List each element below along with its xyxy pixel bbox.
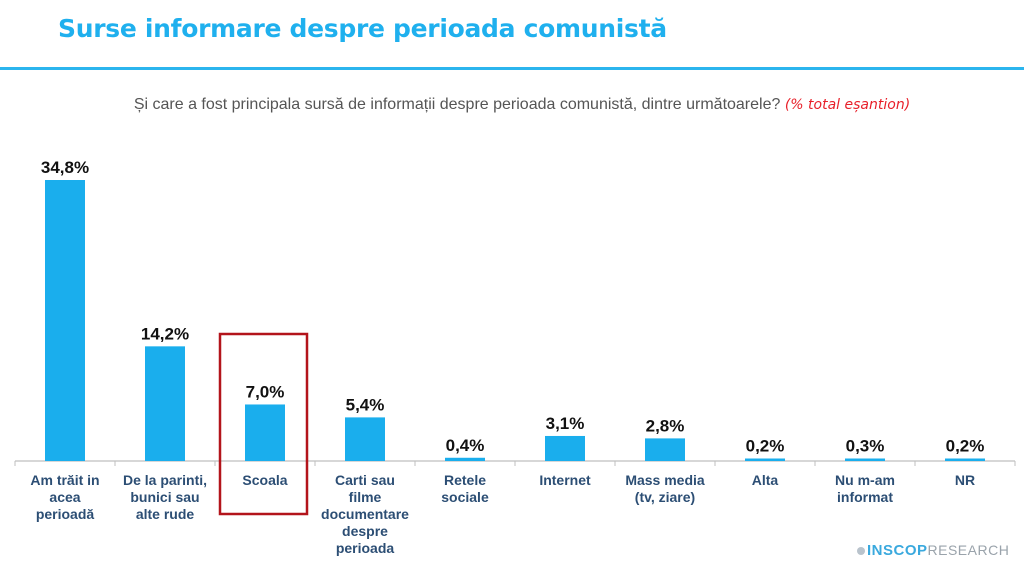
inscop-logo: INSCOPRESEARCH: [857, 542, 1009, 559]
category-label-line: Carti sau: [335, 472, 395, 488]
category-label: De la parinti, bunici sau alte rude: [123, 472, 207, 522]
category-label: Mass media (tv, ziare): [625, 472, 705, 505]
logo-mark-icon: [857, 547, 865, 556]
category-label-line: acea: [49, 489, 80, 505]
bar-7: [745, 458, 785, 461]
category-label-line: (tv, ziare): [635, 489, 695, 505]
category-label-line: perioada: [336, 540, 395, 556]
category-label-line: alte rude: [136, 506, 195, 522]
category-label-line: Nu m-am: [835, 472, 895, 488]
category-label: Am trăit in acea perioadă: [30, 472, 99, 522]
highlight-box: [218, 332, 309, 516]
category-label: Nu m-am informat: [835, 472, 895, 505]
bar-3: [345, 417, 385, 461]
category-label-line: Alta: [752, 472, 779, 488]
page-title: Surse informare despre perioada comunist…: [58, 14, 667, 43]
category-label-line: Retele: [444, 472, 486, 488]
category-label-line: despre: [342, 523, 388, 539]
logo-brand: INSCOP: [867, 542, 928, 559]
sample-note: (% total eșantion): [784, 97, 911, 113]
title-divider: [0, 67, 1024, 70]
data-label: 0,2%: [946, 437, 985, 456]
data-label: 3,1%: [546, 414, 585, 433]
question-line: Și care a fost principala sursă de infor…: [0, 96, 1024, 114]
bar-chart: 34,8% Am trăit in acea perioadă 14,2% De la p…: [14, 158, 1016, 556]
bar-2: [245, 404, 285, 461]
category-label-line: De la parinti,: [123, 472, 207, 488]
data-label: 7,0%: [246, 382, 285, 401]
category-label: Scoala: [242, 472, 287, 488]
category-label-line: NR: [955, 472, 975, 488]
data-label: 2,8%: [646, 416, 685, 435]
category-label: NR: [955, 472, 975, 488]
category-label-line: perioadă: [36, 506, 95, 522]
bar-5: [545, 435, 585, 461]
category-label-line: Am trăit in: [30, 472, 99, 488]
question-text: Și care a fost principala sursă de infor…: [133, 96, 781, 113]
category-label-line: informat: [837, 489, 893, 505]
data-label: 0,4%: [446, 436, 485, 455]
category-label-line: sociale: [441, 489, 489, 505]
category-label-line: Internet: [539, 472, 591, 488]
data-label: 5,4%: [346, 395, 385, 414]
category-label: Carti sau filme documentare despre perioada: [321, 472, 409, 556]
data-label: 0,2%: [746, 437, 785, 456]
bar-0: [45, 180, 85, 461]
data-label: 0,3%: [846, 437, 885, 456]
category-label: Retele sociale: [441, 472, 489, 505]
bar-9: [945, 458, 985, 461]
category-label-line: Scoala: [242, 472, 287, 488]
data-label: 14,2%: [141, 324, 189, 343]
category-label-line: filme: [349, 489, 382, 505]
bar-4: [445, 457, 485, 461]
data-label: 34,8%: [41, 158, 89, 177]
category-label-line: documentare: [321, 506, 409, 522]
logo-suffix: RESEARCH: [927, 542, 1010, 558]
category-label: Alta: [752, 472, 779, 488]
category-label: Internet: [539, 472, 591, 488]
category-label-line: Mass media: [625, 472, 705, 488]
bar-6: [645, 438, 685, 461]
bar-1: [145, 346, 185, 461]
bar-8: [845, 458, 885, 461]
category-label-line: bunici sau: [130, 489, 199, 505]
